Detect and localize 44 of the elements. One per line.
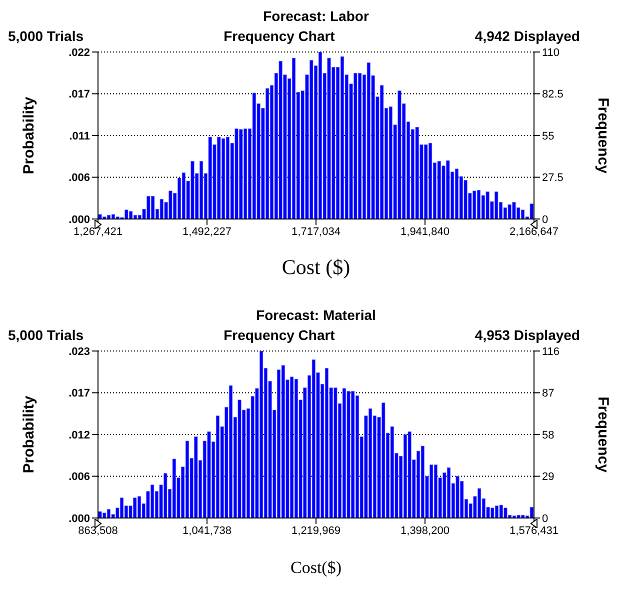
x-axis-title: Cost($) xyxy=(290,558,342,577)
y-tick-label: .017 xyxy=(68,88,90,101)
y2-tick-label: 0 xyxy=(542,214,548,226)
text: 4,953 Displayed xyxy=(474,327,580,343)
x-tick-label: 1,576,431 xyxy=(510,524,558,537)
y-tick-label: .011 xyxy=(69,130,90,142)
y2-tick-label: 29 xyxy=(542,471,554,484)
x-tick-label: 1,041,738 xyxy=(182,524,232,537)
y-axis-title: Probability xyxy=(20,96,38,174)
y2-tick-label: 87 xyxy=(542,388,554,400)
y-axis-title: Probability xyxy=(20,395,38,474)
x-tick-label: 1,219,969 xyxy=(292,524,340,537)
text: 5,000 Trials xyxy=(8,28,84,44)
y2-tick-label: 116 xyxy=(542,346,560,358)
chart-title: Forecast: Labor xyxy=(262,8,370,24)
y2-tick-label: 82.5 xyxy=(542,88,564,101)
x-tick-label: 1,398,200 xyxy=(400,524,450,537)
y-tick-label: .000 xyxy=(68,214,90,226)
y-tick-label: .006 xyxy=(68,172,90,184)
y2-tick-label: 110 xyxy=(542,46,560,59)
chart-subtitle: Frequency Chart xyxy=(224,327,335,343)
y-tick-label: .022 xyxy=(68,46,90,59)
y2-tick-label: 27.5 xyxy=(542,172,564,184)
y-tick-label: .000 xyxy=(68,512,90,525)
y-tick-label: .012 xyxy=(68,429,90,442)
y-tick-label: .023 xyxy=(68,346,90,358)
y-tick-label: .006 xyxy=(68,471,90,484)
x-tick-label: 2,166,647 xyxy=(510,226,558,238)
x-tick-label: 1,941,840 xyxy=(400,226,450,238)
y2-tick-label: 0 xyxy=(542,512,548,525)
y2-axis-title: Frequency xyxy=(594,396,612,474)
y2-axis-title: Frequency xyxy=(594,98,612,174)
chart-title: Forecast: Material xyxy=(255,307,377,323)
x-tick-label: 1,267,421 xyxy=(74,226,122,238)
x-tick-label: 1,492,227 xyxy=(182,226,232,238)
y-tick-label: .017 xyxy=(68,388,90,400)
chart-subtitle: Frequency Chart xyxy=(224,28,335,44)
x-tick-label: 863,508 xyxy=(78,524,118,537)
text: 5,000 Trials xyxy=(8,327,84,343)
y2-tick-label: 58 xyxy=(542,429,554,442)
x-axis-title: Cost ($) xyxy=(282,255,350,279)
y2-tick-label: 55 xyxy=(542,130,554,142)
text: 4,942 Displayed xyxy=(474,28,580,44)
x-tick-label: 1,717,034 xyxy=(292,226,340,238)
